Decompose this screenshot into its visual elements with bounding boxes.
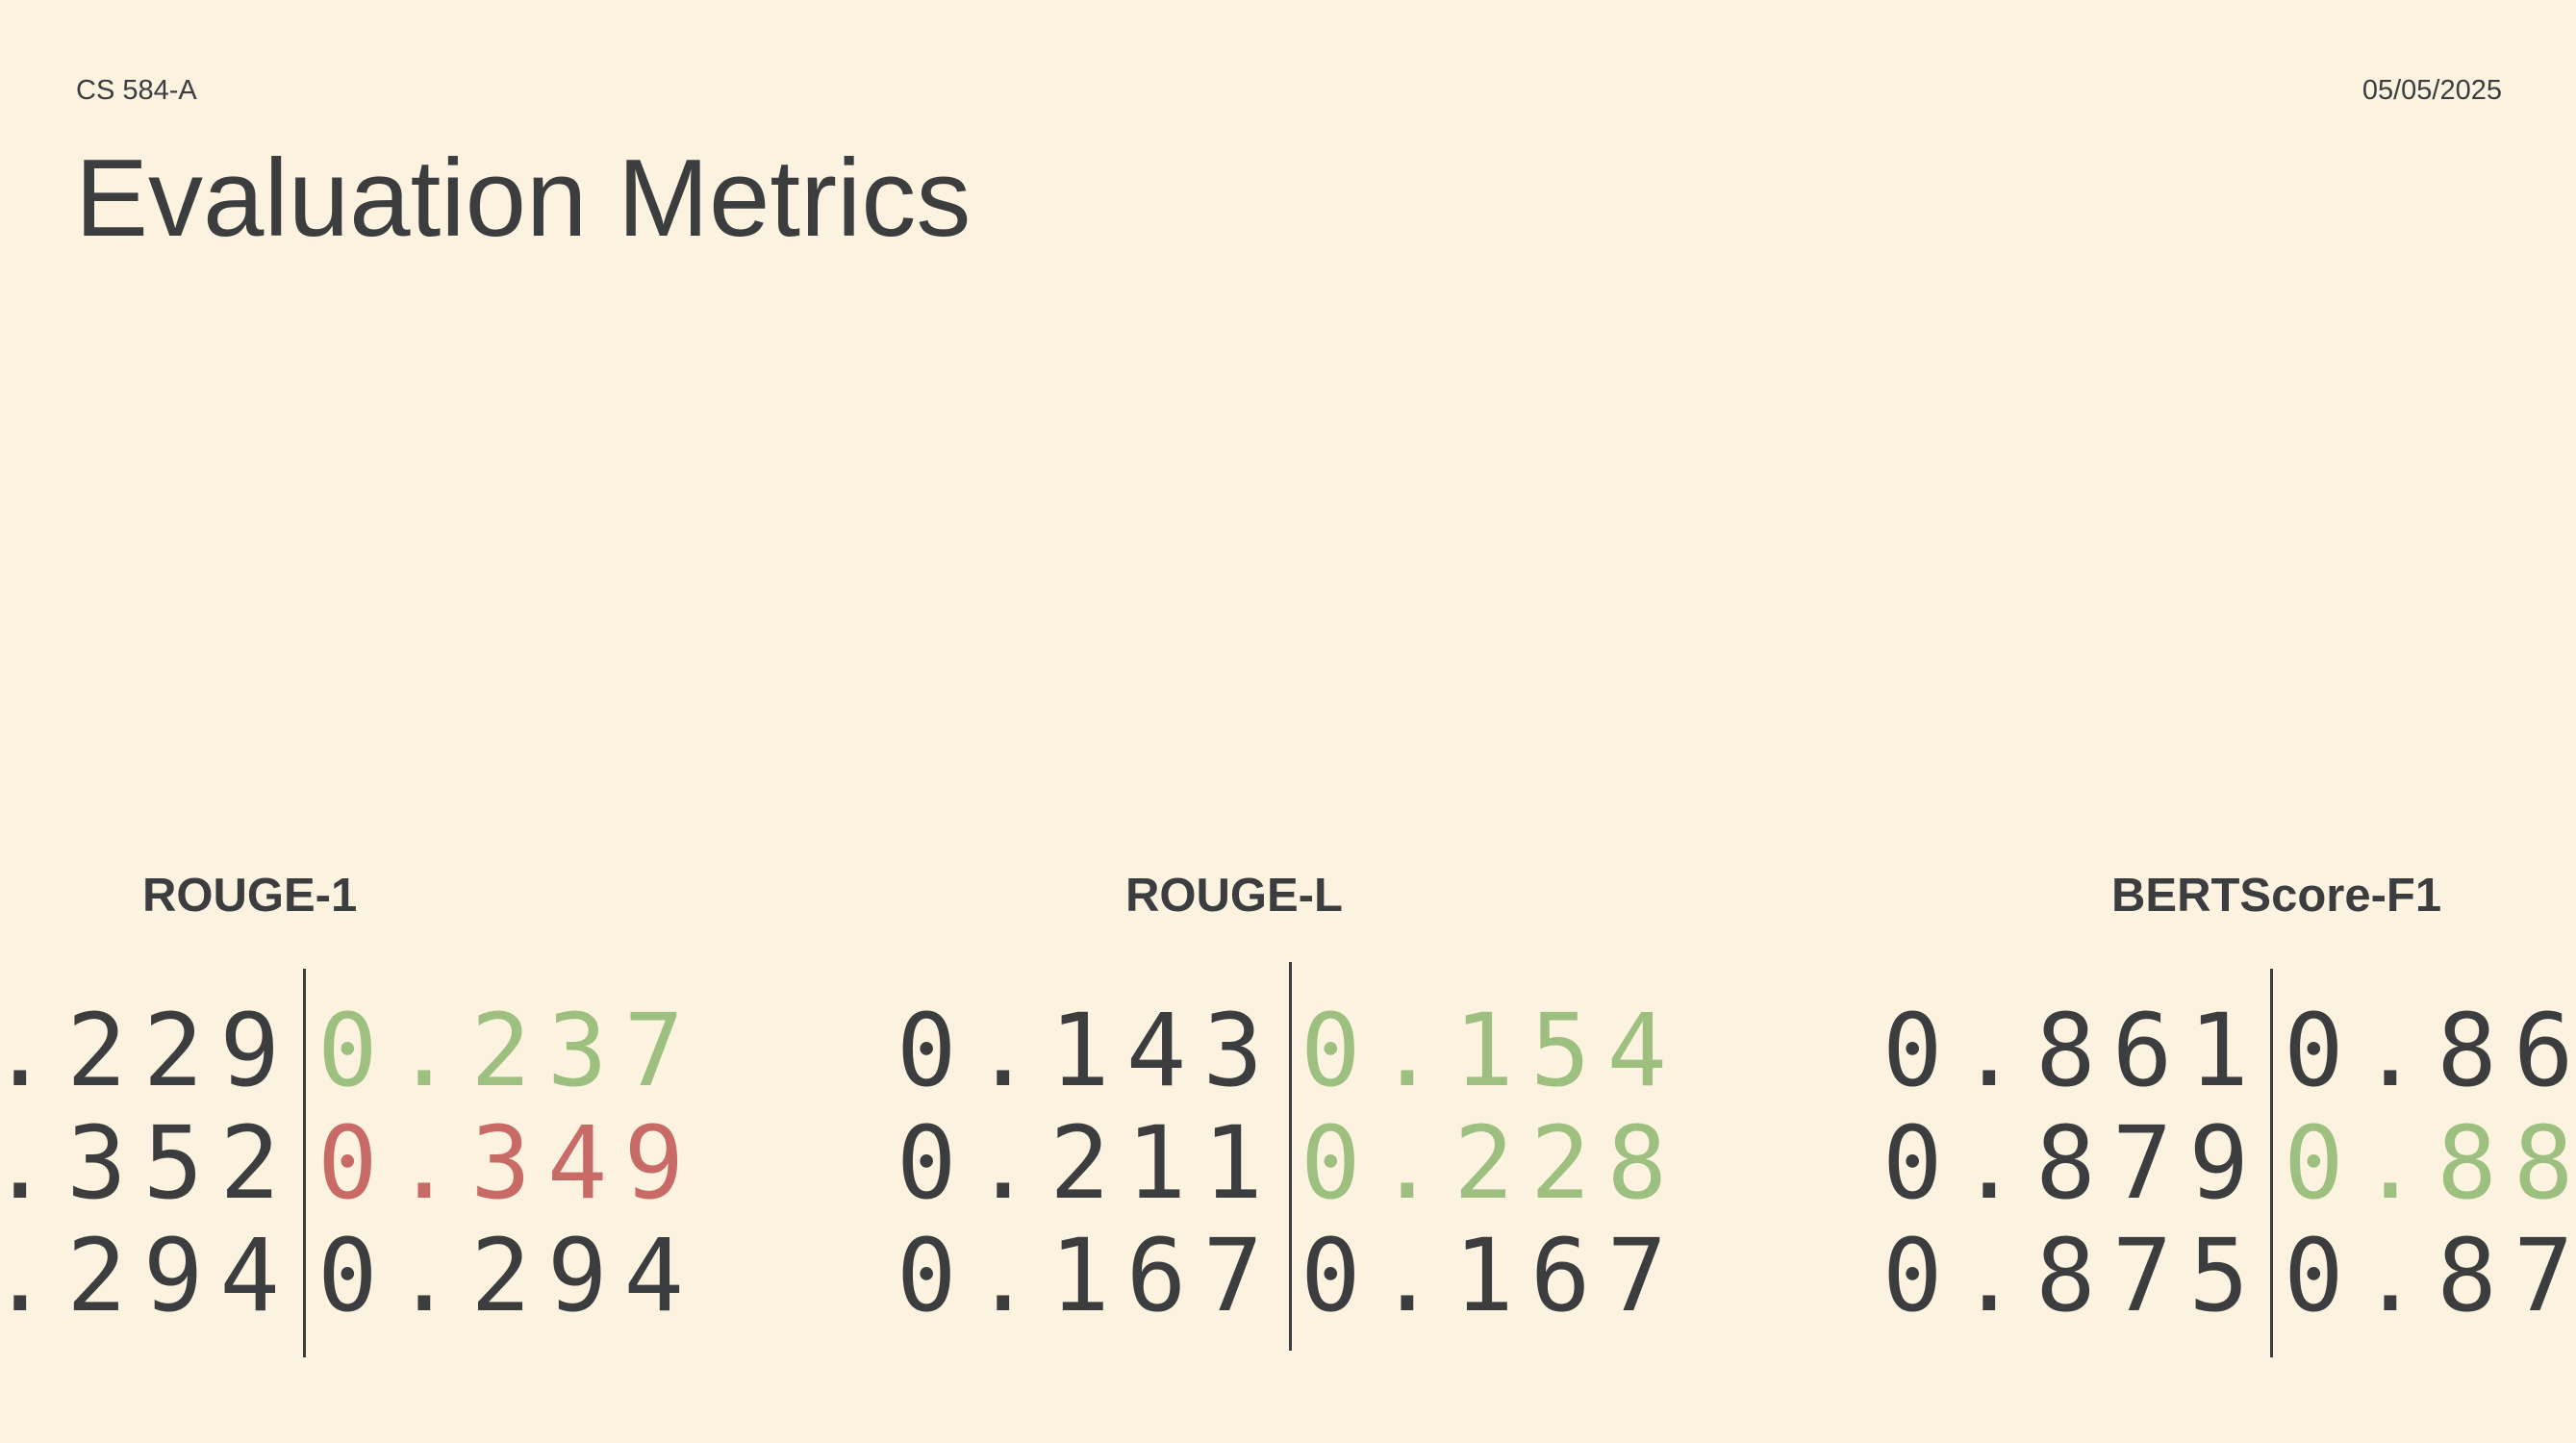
- metric-left-column-bertscore-f1: 0.861 0.879 0.875: [1882, 995, 2265, 1332]
- metric-value: 0.879: [1881, 1104, 2265, 1222]
- date-label: 05/05/2025: [2361, 75, 2502, 106]
- metric-value: 0.875: [1881, 1217, 2265, 1334]
- metric-value: 0.167: [896, 1217, 1279, 1334]
- metric-value: 0.352: [0, 1104, 296, 1222]
- metric-label-bertscore-f1: BERTScore-F1: [2111, 870, 2442, 922]
- metric-value: 0.228: [1301, 1104, 1684, 1222]
- metric-value: 0.237: [317, 992, 701, 1109]
- metric-value: 0.885: [2284, 1104, 2576, 1222]
- metric-divider: [2270, 969, 2273, 1357]
- metric-value: 0.154: [1301, 992, 1684, 1109]
- metric-value: 0.229: [0, 992, 296, 1109]
- metric-right-column-rouge-l: 0.154 0.228 0.167: [1301, 995, 1683, 1332]
- metric-value: 0.875: [2284, 1217, 2576, 1334]
- metric-value: 0.861: [2284, 992, 2576, 1109]
- metric-divider: [303, 969, 306, 1357]
- metric-label-rouge-1: ROUGE-1: [142, 870, 358, 922]
- metric-value: 0.349: [317, 1104, 701, 1222]
- metric-right-column-bertscore-f1: 0.861 0.885 0.875: [2284, 995, 2576, 1332]
- page-title: Evaluation Metrics: [75, 138, 972, 260]
- metric-value: 0.294: [317, 1217, 701, 1334]
- metric-label-rouge-l: ROUGE-L: [1125, 870, 1343, 922]
- metric-right-column-rouge-1: 0.237 0.349 0.294: [317, 995, 700, 1332]
- metric-value: 0.211: [896, 1104, 1279, 1222]
- metric-value: 0.294: [0, 1217, 296, 1334]
- metric-left-column-rouge-1: 0.229 0.352 0.294: [0, 995, 296, 1332]
- metric-left-column-rouge-l: 0.143 0.211 0.167: [897, 995, 1279, 1332]
- metric-divider: [1289, 962, 1292, 1351]
- course-label: CS 584-A: [76, 75, 197, 106]
- metric-value: 0.143: [896, 992, 1279, 1109]
- metric-value: 0.861: [1881, 992, 2265, 1109]
- metric-value: 0.167: [1301, 1217, 1684, 1334]
